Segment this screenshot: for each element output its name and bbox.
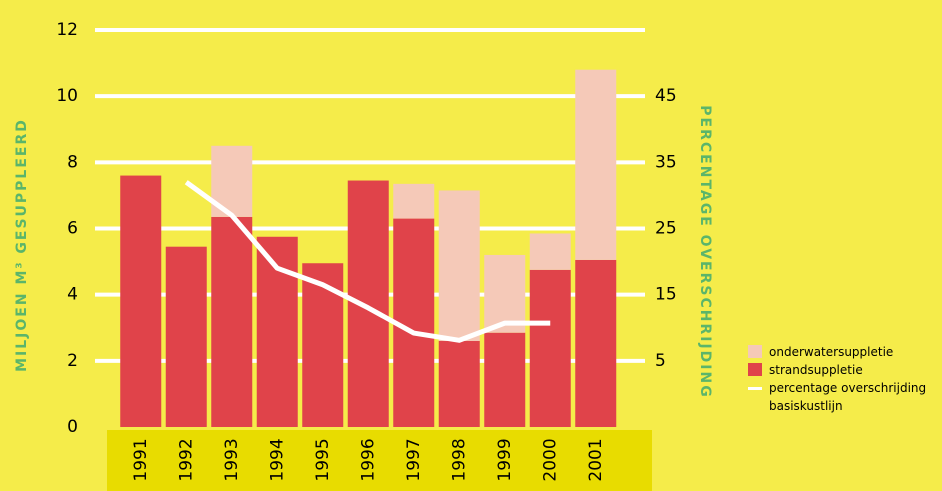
y2-tick-label: 45: [655, 86, 677, 106]
y-tick-label: 4: [67, 285, 78, 305]
x-tick-label: 1998: [449, 438, 469, 481]
line: [184, 180, 551, 343]
y-tick-label: 10: [56, 86, 78, 106]
bar: [438, 340, 480, 427]
bar: [438, 190, 480, 341]
x-tick-label: 1994: [267, 438, 287, 481]
y2-tick-label: 15: [655, 285, 677, 305]
y-tick-label: 2: [67, 351, 78, 371]
legend-item: strandsuppletie: [748, 361, 942, 379]
bar: [347, 180, 389, 427]
legend-swatch: [748, 387, 762, 390]
x-tick-label: 1995: [313, 438, 333, 481]
x-tick-label: 1999: [495, 438, 515, 481]
bar: [393, 183, 435, 219]
bar: [529, 269, 571, 427]
y-axis-label: MILJOEN M³ GESUPPLEERD: [14, 118, 30, 372]
bar: [575, 259, 617, 427]
bar: [484, 254, 526, 333]
y2-tick-label: 35: [655, 152, 677, 172]
x-tick-label: 2000: [540, 438, 560, 481]
x-tick-label: 2001: [586, 438, 606, 481]
legend-item: onderwatersuppletie: [748, 343, 942, 361]
legend-label: strandsuppletie: [769, 363, 863, 377]
bar: [575, 69, 617, 260]
y-tick-label: 12: [56, 20, 78, 40]
year-band: [107, 430, 652, 491]
bar: [484, 332, 526, 427]
y2-tick-label: 5: [655, 351, 666, 371]
bar: [120, 175, 162, 427]
bar: [211, 216, 253, 427]
y2-tick-label: 25: [655, 219, 677, 239]
x-tick-label: 1997: [404, 438, 424, 481]
y-tick-label: 8: [67, 152, 78, 172]
legend-item: percentage overschrijding basiskustlijn: [748, 379, 942, 415]
legend-swatch: [748, 345, 762, 358]
x-tick-label: 1992: [176, 438, 196, 481]
bar: [302, 263, 344, 427]
bar: [529, 233, 571, 270]
legend-swatch: [748, 363, 762, 376]
x-tick-label: 1991: [131, 438, 151, 481]
x-tick-label: 1996: [358, 438, 378, 481]
legend-label: onderwatersuppletie: [769, 345, 894, 359]
bar: [165, 246, 207, 427]
x-tick-label: 1993: [222, 438, 242, 481]
y-tick-label: 0: [67, 417, 78, 437]
y2-axis-label: PERCENTAGE OVERSCHRIJDING: [697, 105, 713, 398]
y-tick-label: 6: [67, 219, 78, 239]
legend-label: percentage overschrijding basiskustlijn: [769, 381, 927, 413]
legend: onderwatersuppletie strandsuppletie percen…: [748, 343, 942, 415]
